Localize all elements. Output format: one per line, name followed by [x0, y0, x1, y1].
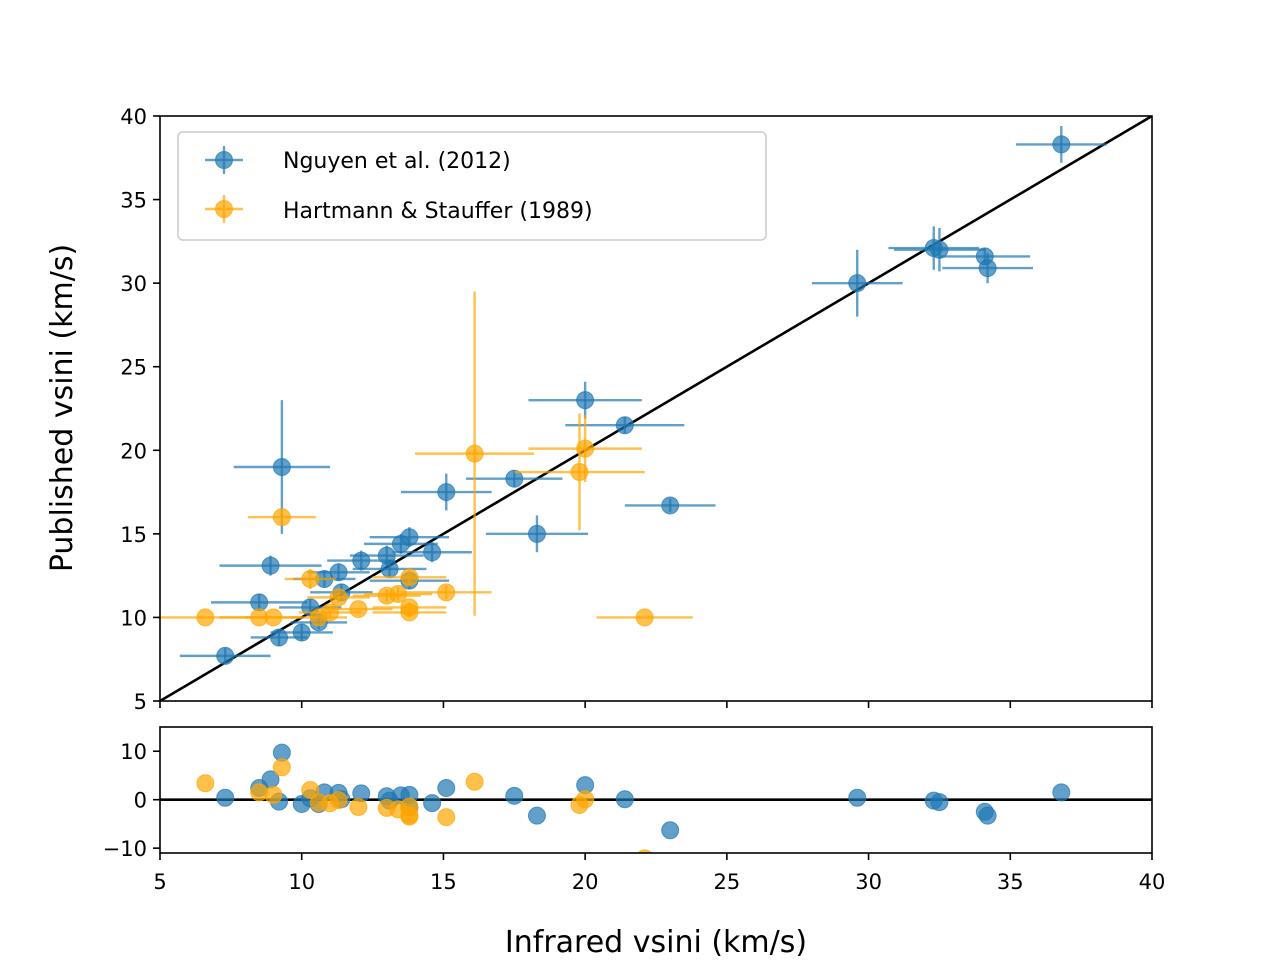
data-point: [661, 496, 680, 515]
data-point: [423, 543, 442, 562]
x-tick-label: 20: [572, 870, 599, 894]
residual-point: [196, 774, 215, 793]
data-point: [272, 458, 291, 476]
data-point: [329, 563, 348, 582]
residual-point: [329, 791, 348, 810]
residual-point: [615, 790, 634, 809]
data-point: [261, 556, 280, 575]
y-axis-label: Published vsini (km/s): [45, 244, 80, 572]
series-2-residual: [196, 758, 652, 853]
x-tick-label: 5: [153, 870, 166, 894]
x-tick-label: 15: [430, 870, 457, 894]
residual-data-layer: [160, 743, 1152, 853]
data-point: [527, 524, 546, 543]
residual-y-tick-label: −10: [103, 837, 147, 861]
x-axis-label: Infrared vsini (km/s): [505, 925, 807, 960]
data-point: [264, 608, 283, 627]
legend-dot: [215, 200, 233, 218]
x-tick-label: 25: [713, 870, 740, 894]
data-point: [978, 259, 997, 278]
series-2-main: [160, 291, 693, 627]
data-point: [321, 603, 340, 622]
y-tick-label: 10: [120, 606, 147, 630]
legend-marker-hartmann: [205, 195, 243, 223]
y-tick-label: 30: [120, 272, 147, 296]
data-point: [848, 274, 867, 293]
residual-point: [848, 788, 867, 807]
residual-point: [465, 772, 484, 791]
data-point: [400, 603, 419, 622]
residual-point: [978, 806, 997, 825]
data-point: [437, 583, 456, 602]
series-1-residual: [216, 743, 1071, 840]
data-point: [615, 416, 634, 435]
residual-point: [505, 786, 524, 805]
data-point: [400, 568, 419, 587]
residual-point: [423, 794, 442, 813]
data-point: [570, 463, 589, 482]
data-point: [250, 593, 269, 612]
legend-label-hartmann: Hartmann & Stauffer (1989): [283, 199, 593, 224]
residual-y-tick-label: 0: [134, 789, 147, 813]
data-point: [272, 508, 291, 527]
main-plot: 5 10 15 20 25 30 35 40: [120, 105, 1153, 714]
residual-point: [930, 793, 949, 812]
residual-plot-frame: [159, 726, 1153, 854]
residual-point: [272, 758, 291, 777]
x-tick-label: 35: [997, 870, 1024, 894]
y-tick-label: 35: [120, 189, 147, 213]
residual-point: [216, 788, 235, 807]
residual-point: [1052, 783, 1071, 802]
data-point: [465, 444, 484, 463]
y-tick-label: 25: [120, 356, 147, 380]
residual-point: [349, 797, 368, 816]
main-plot-frame: [159, 115, 1153, 702]
data-point: [329, 588, 348, 607]
legend: Nguyen et al. (2012) Hartmann & Stauffer…: [177, 131, 767, 241]
legend-dot: [215, 151, 233, 169]
x-tick-label: 10: [288, 870, 315, 894]
main-data-layer: [160, 116, 1152, 701]
data-point: [216, 646, 235, 665]
residual-point: [400, 807, 419, 826]
legend-label-nguyen: Nguyen et al. (2012): [283, 149, 511, 174]
data-point: [576, 391, 595, 410]
data-point: [505, 469, 524, 488]
data-point: [576, 439, 595, 458]
data-point: [349, 600, 368, 619]
y-tick-label: 5: [134, 690, 147, 714]
data-point: [301, 569, 320, 588]
residual-plot: 5 10 15 20 25 30 35 40 −10 0 10: [103, 726, 1166, 894]
y-tick-label: 15: [120, 523, 147, 547]
residual-point: [661, 821, 680, 840]
data-point: [196, 608, 215, 627]
data-point: [635, 608, 654, 627]
y-tick-label: 20: [120, 439, 147, 463]
residual-point: [437, 808, 456, 827]
x-tick-label: 30: [855, 870, 882, 894]
residual-point: [437, 779, 456, 798]
x-tick-label: 40: [1139, 870, 1166, 894]
data-point: [437, 483, 456, 502]
one-to-one-line: [160, 116, 1152, 701]
residual-point: [301, 781, 320, 799]
legend-marker-nguyen: [205, 146, 243, 174]
data-point: [400, 528, 419, 547]
data-point: [380, 559, 399, 578]
residual-point: [264, 785, 283, 804]
data-point: [292, 623, 311, 642]
legend-box: [177, 131, 767, 241]
residual-y-tick-label: 10: [120, 740, 147, 764]
y-tick-label: 40: [120, 105, 147, 129]
data-point: [930, 240, 949, 259]
residual-point: [527, 806, 546, 825]
data-point: [389, 585, 408, 604]
data-point: [1052, 135, 1071, 154]
residual-point: [576, 790, 595, 809]
